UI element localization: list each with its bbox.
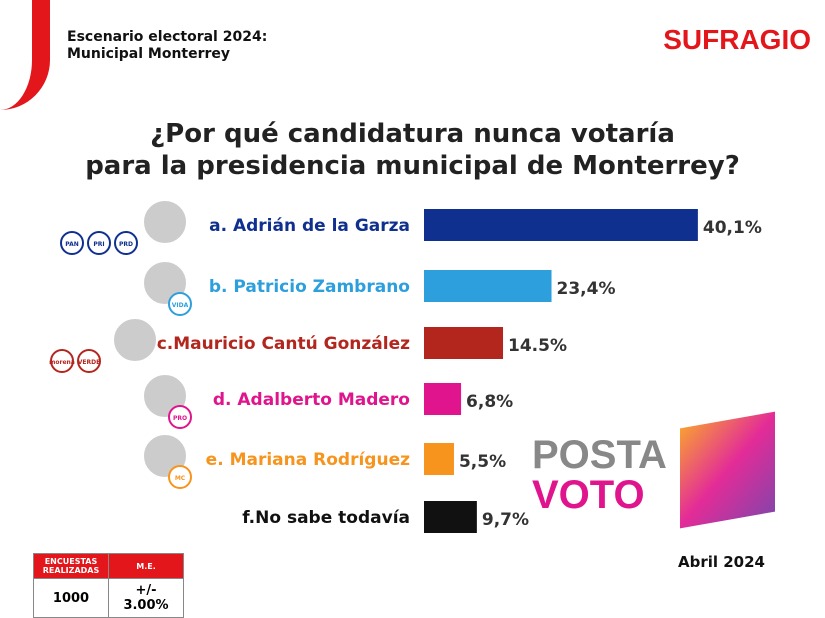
party-logo — [60, 231, 84, 255]
encuestas-value: 1000 — [33, 578, 109, 618]
data-label: 14.5% — [508, 336, 567, 356]
header-title: Escenario electoral 2024: Municipal Monte… — [67, 29, 267, 63]
date-label: Abril 2024 — [678, 553, 765, 571]
data-label: 6,8% — [466, 392, 513, 412]
bar-chart: a. Adrián de la Garza 40,1% PAN PRI PRD b. Pa… — [49, 199, 762, 533]
me-value: +/- 3.00% — [108, 578, 184, 618]
bar — [424, 383, 462, 415]
party-logo-text: MC — [175, 475, 186, 482]
party-logo-text: PRD — [119, 241, 133, 248]
watermark-posta: POSTA — [532, 433, 667, 477]
party-logo-text: PRO — [173, 415, 187, 422]
title-line1: ¿Por qué candidatura nunca votaría — [150, 119, 675, 149]
survey-table: ENCUESTAS REALIZADAS M.E. 1000 +/- 3.00% — [33, 553, 184, 618]
bar — [424, 209, 698, 241]
category-label: e. Mariana Rodríguez — [206, 450, 410, 470]
category-label: c.Mauricio Cantú González — [157, 334, 410, 354]
bar — [424, 443, 454, 475]
data-label: 23,4% — [557, 279, 616, 299]
party-logo-text: VERDE — [78, 359, 100, 366]
party-logo-text: PAN — [65, 241, 79, 248]
party-logo — [50, 349, 74, 373]
watermark-voto: VOTO — [532, 473, 645, 517]
bar — [424, 327, 504, 359]
chart-title: ¿Por qué candidatura nunca votaría para l… — [0, 118, 825, 182]
party-logo — [77, 349, 101, 373]
candidate-photo — [142, 199, 188, 245]
party-logo — [87, 231, 111, 255]
data-label: 9,7% — [482, 510, 529, 530]
party-logo — [168, 292, 192, 316]
category-label: d. Adalberto Madero — [213, 390, 410, 410]
header-line1: Escenario electoral 2024: — [67, 29, 268, 45]
party-logo — [168, 405, 192, 429]
title-line2: para la presidencia municipal de Monterr… — [85, 151, 740, 181]
party-logo-text: VIDA — [172, 302, 189, 309]
header-line2: Municipal Monterrey — [67, 46, 231, 62]
candidate-photo — [112, 317, 158, 363]
party-logo-text: morena — [49, 359, 75, 366]
header-encuestas: ENCUESTAS REALIZADAS — [33, 553, 109, 579]
posta-voto-watermark: POSTA VOTO — [532, 435, 667, 515]
data-label: 5,5% — [459, 452, 506, 472]
party-logo — [168, 465, 192, 489]
party-logo-text: PRI — [93, 241, 104, 248]
bar — [424, 270, 552, 302]
category-label: a. Adrián de la Garza — [209, 216, 410, 236]
party-logo — [114, 231, 138, 255]
header-me: M.E. — [108, 553, 184, 579]
bar — [424, 501, 477, 533]
sufragio-logo: SUFRAGIO — [663, 24, 811, 55]
data-label: 40,1% — [703, 218, 762, 238]
category-label: f.No sabe todavía — [242, 508, 410, 528]
category-label: b. Patricio Zambrano — [209, 277, 410, 297]
